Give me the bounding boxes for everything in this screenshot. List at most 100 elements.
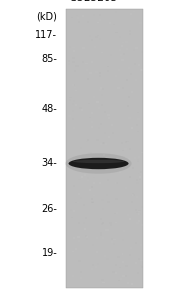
Text: (kD): (kD) [36, 11, 57, 22]
Bar [122, 261, 124, 263]
Bar [103, 154, 105, 155]
Bar [72, 61, 75, 63]
Bar [95, 266, 97, 268]
Bar [85, 235, 87, 237]
Bar [111, 238, 113, 240]
Bar [75, 202, 77, 203]
Bar [89, 35, 91, 37]
Bar [123, 53, 125, 55]
Bar [72, 84, 74, 86]
Bar [107, 201, 110, 203]
Bar [140, 265, 142, 266]
Bar [91, 198, 93, 200]
Bar [107, 70, 109, 72]
Bar [80, 277, 82, 279]
Bar [99, 72, 101, 74]
Bar [129, 148, 131, 150]
Bar [86, 236, 88, 238]
Bar [80, 147, 82, 149]
Bar [104, 132, 106, 134]
Bar [137, 118, 140, 120]
Bar [136, 212, 138, 213]
Bar [79, 161, 81, 163]
Bar [137, 161, 139, 163]
Bar [71, 217, 73, 218]
Bar [86, 238, 88, 240]
Bar [135, 47, 137, 49]
Bar [139, 22, 142, 24]
Bar [92, 244, 94, 246]
Bar [138, 213, 140, 214]
Bar [108, 117, 110, 119]
Bar [128, 67, 130, 69]
Bar [117, 87, 120, 89]
Bar [141, 224, 143, 226]
Bar [96, 251, 98, 253]
Bar [140, 244, 142, 246]
Bar [107, 258, 109, 260]
Bar [125, 275, 127, 277]
Bar [81, 109, 83, 111]
Bar [77, 202, 79, 203]
Bar [76, 15, 78, 16]
Bar [101, 104, 103, 106]
Bar [95, 36, 98, 38]
Bar [72, 103, 74, 105]
Text: 34-: 34- [42, 158, 57, 169]
Bar [134, 63, 136, 65]
Bar [87, 139, 90, 141]
Bar [117, 155, 119, 157]
Bar [122, 253, 125, 255]
Bar [107, 114, 110, 116]
Bar [139, 210, 141, 212]
Bar [127, 283, 129, 284]
Bar [100, 123, 102, 125]
Bar [68, 60, 70, 62]
Bar [102, 222, 104, 224]
Bar [105, 230, 107, 231]
Bar [138, 242, 141, 244]
Bar [139, 172, 141, 174]
Bar [136, 179, 138, 181]
Bar [72, 84, 74, 86]
Bar [128, 158, 130, 160]
Bar [74, 87, 76, 88]
Bar [84, 174, 86, 176]
Bar [91, 39, 93, 41]
Bar [131, 202, 133, 203]
Bar [109, 194, 111, 196]
Bar [131, 195, 133, 197]
Bar [89, 109, 91, 111]
Bar [80, 197, 82, 199]
Bar [133, 11, 135, 13]
Bar [128, 117, 130, 118]
Bar [117, 256, 120, 257]
Bar [69, 99, 71, 101]
Text: 85-: 85- [41, 53, 57, 64]
Bar [129, 218, 131, 220]
Bar [115, 182, 117, 184]
Bar [125, 265, 128, 267]
Bar [69, 97, 72, 98]
Bar [129, 33, 131, 35]
Bar [141, 51, 143, 53]
Bar [91, 268, 93, 270]
Text: 48-: 48- [42, 104, 57, 115]
Bar [99, 89, 101, 91]
Bar [119, 267, 121, 268]
Bar [87, 21, 89, 23]
Bar [91, 202, 94, 203]
Bar [89, 117, 91, 118]
Bar [138, 172, 140, 174]
Bar [104, 255, 106, 257]
Bar [136, 196, 138, 198]
Bar [77, 17, 79, 19]
Bar [87, 177, 89, 178]
Bar [122, 275, 125, 277]
Bar [115, 75, 117, 77]
Bar [112, 132, 114, 134]
Bar [76, 211, 78, 212]
Bar [122, 156, 125, 158]
Bar [89, 189, 91, 191]
Bar [122, 168, 125, 170]
